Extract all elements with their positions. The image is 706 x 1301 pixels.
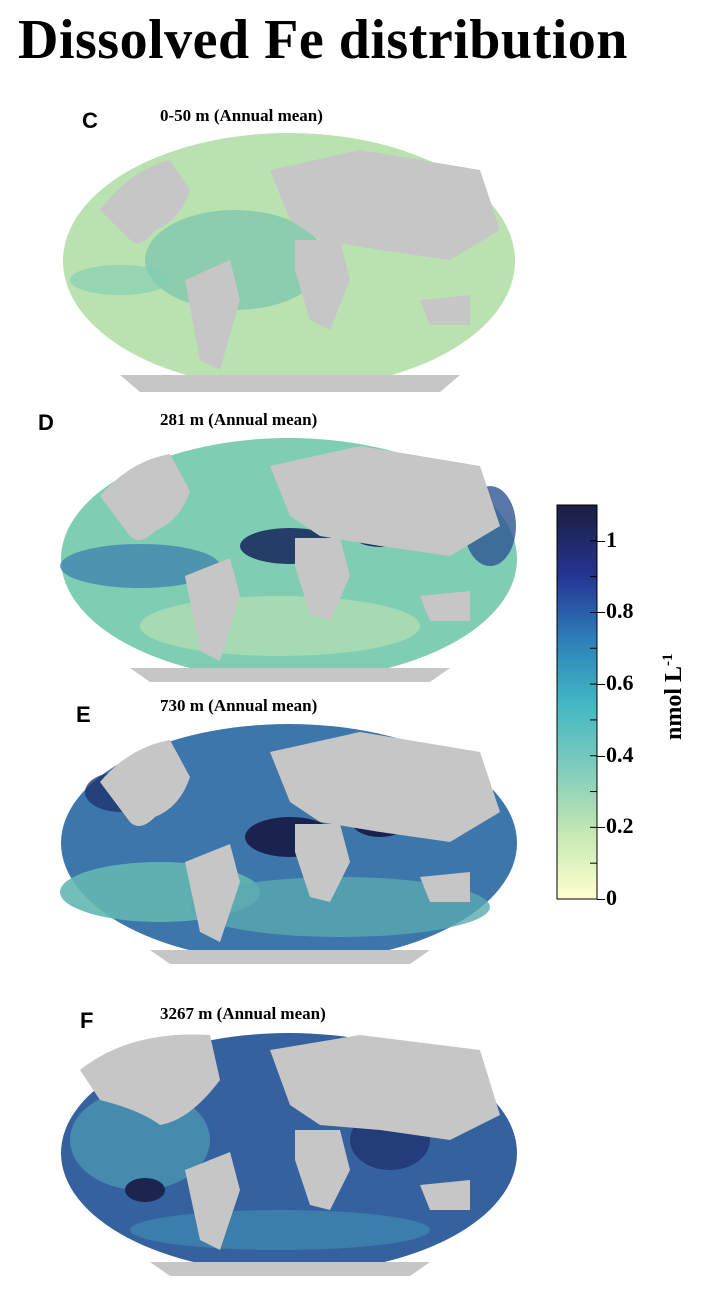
colorbar-major-tick xyxy=(597,899,605,900)
panel-title: 730 m (Annual mean) xyxy=(160,696,318,715)
panel-letter: C xyxy=(82,108,98,133)
colorbar-major-tick xyxy=(597,540,605,542)
colorbar-tick-label: 0.2 xyxy=(606,813,634,839)
figure-title: Dissolved Fe distribution xyxy=(18,9,628,71)
panel-letter: E xyxy=(76,702,91,727)
panel-title: 0-50 m (Annual mean) xyxy=(160,106,323,125)
colorbar-major-tick xyxy=(597,827,605,829)
colorbar-major-tick xyxy=(597,755,605,757)
panel-title: 281 m (Annual mean) xyxy=(160,410,318,429)
colorbar-tick-label: 0.8 xyxy=(606,598,634,624)
map-0-50m xyxy=(63,133,515,392)
colorbar-tick-label: 1 xyxy=(606,526,617,552)
colorbar-tick-label: 0.6 xyxy=(606,670,634,696)
colorbar-unit-exponent: -1 xyxy=(660,653,676,666)
colorbar-major-tick xyxy=(597,612,605,614)
map-281m xyxy=(60,438,517,682)
colorbar-gradient xyxy=(556,504,598,900)
colorbar-major-tick xyxy=(597,684,605,686)
colorbar-tick-label: 0.4 xyxy=(606,741,634,767)
colorbar-title: nmol L-1 xyxy=(660,653,688,740)
colorbar xyxy=(556,504,600,907)
panel-title: 3267 m (Annual mean) xyxy=(160,1004,326,1023)
map-3267m xyxy=(61,1033,517,1276)
panel-letter: F xyxy=(80,1008,94,1033)
colorbar-tick-label: 0 xyxy=(606,885,617,910)
colorbar-unit: nmol L xyxy=(661,665,687,740)
panel-letter: D xyxy=(38,410,54,435)
map-730m xyxy=(60,724,517,964)
